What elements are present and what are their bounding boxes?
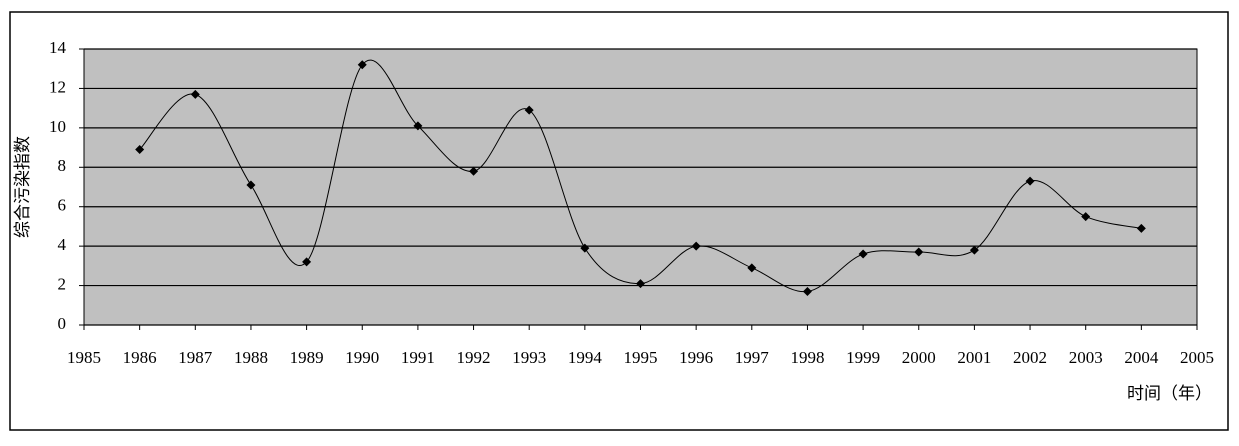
data-point <box>413 121 423 131</box>
y-axis-label: 综合污染指数 <box>13 136 32 238</box>
y-tick-label: 12 <box>49 77 66 96</box>
x-tick-label: 1988 <box>234 348 268 367</box>
x-tick-label: 1987 <box>178 348 213 367</box>
y-tick-label: 2 <box>58 274 67 293</box>
y-tick-label: 10 <box>49 117 66 136</box>
x-tick-label: 1990 <box>345 348 379 367</box>
x-tick-label: 2002 <box>1013 348 1047 367</box>
x-tick-label: 1989 <box>290 348 324 367</box>
x-tick-label: 2004 <box>1124 348 1159 367</box>
data-point <box>747 263 757 273</box>
x-tick-label: 1999 <box>846 348 880 367</box>
x-tick-label: 1991 <box>401 348 435 367</box>
y-tick-label: 14 <box>49 38 67 57</box>
x-tick-label: 1996 <box>679 348 713 367</box>
x-tick-label: 1985 <box>67 348 101 367</box>
data-point <box>524 105 534 115</box>
x-tick-label: 2001 <box>957 348 991 367</box>
x-tick-label: 2005 <box>1180 348 1214 367</box>
data-point <box>135 145 145 155</box>
y-tick-label: 0 <box>58 314 67 333</box>
data-point <box>858 249 868 259</box>
data-point <box>190 89 200 99</box>
data-point <box>302 257 312 267</box>
data-point <box>1081 212 1091 222</box>
x-tick-label: 1986 <box>123 348 157 367</box>
data-point <box>357 60 367 70</box>
data-point <box>1025 176 1035 186</box>
x-tick-label: 1993 <box>512 348 546 367</box>
x-tick-label: 1998 <box>790 348 824 367</box>
data-point <box>914 247 924 257</box>
data-point <box>969 245 979 255</box>
x-tick-label: 1995 <box>624 348 658 367</box>
data-point <box>246 180 256 190</box>
y-tick-label: 4 <box>58 235 67 254</box>
x-tick-label: 2000 <box>902 348 936 367</box>
data-point <box>636 279 645 289</box>
data-point <box>580 243 590 253</box>
data-point <box>1136 223 1146 233</box>
x-tick-label: 1992 <box>457 348 491 367</box>
x-tick-label: 1997 <box>735 348 770 367</box>
x-tick-label: 2003 <box>1069 348 1103 367</box>
y-tick-label: 8 <box>58 156 67 175</box>
data-point <box>802 286 812 296</box>
y-tick-label: 6 <box>58 196 67 215</box>
plot-area <box>83 48 1198 326</box>
x-tick-label: 1994 <box>568 348 603 367</box>
data-point <box>469 166 479 176</box>
data-point <box>691 241 701 251</box>
x-axis-label: 时间（年） <box>1127 384 1212 403</box>
